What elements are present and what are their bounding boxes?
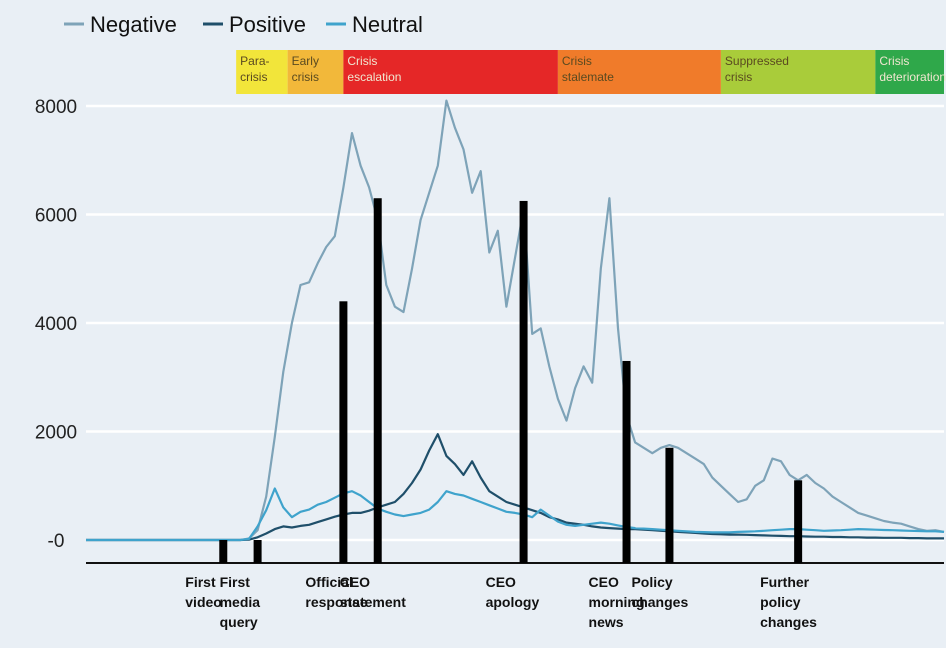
phase-label: escalation bbox=[347, 70, 401, 84]
phase-label: Crisis bbox=[879, 54, 909, 68]
legend-label: Neutral bbox=[352, 12, 423, 37]
phase-label: deterioration bbox=[879, 70, 946, 84]
event-bar bbox=[219, 540, 228, 563]
phase-band bbox=[236, 50, 288, 94]
event-label: CEO bbox=[486, 574, 516, 590]
series-line-negative bbox=[86, 99, 945, 542]
legend-label: Negative bbox=[90, 12, 177, 37]
phase-label: Crisis bbox=[562, 54, 592, 68]
y-tick-label: 6000 bbox=[35, 206, 77, 227]
phase-band bbox=[875, 50, 944, 94]
series-line-neutral bbox=[86, 487, 945, 542]
crisis-phase-bands: Para-crisis Early crisis Crisis escalation Cr… bbox=[236, 50, 946, 94]
event-bar bbox=[253, 540, 262, 563]
legend-label: Positive bbox=[229, 12, 306, 37]
series-line-positive bbox=[86, 433, 944, 542]
y-tick-label: 2000 bbox=[35, 423, 77, 444]
event-label: changes bbox=[760, 614, 817, 630]
series-lines bbox=[86, 99, 945, 542]
phase-label: Crisis bbox=[347, 54, 377, 68]
event-label: policy bbox=[760, 594, 801, 610]
gridlines bbox=[86, 104, 944, 564]
phase-label: Para- bbox=[240, 54, 269, 68]
event-label: video bbox=[185, 594, 222, 610]
event-label: morning bbox=[589, 594, 645, 610]
event-label: Further bbox=[760, 574, 810, 590]
phase-label: crisis bbox=[240, 70, 267, 84]
event-markers: FirstvideoFirstmediaqueryOfficialrespons… bbox=[185, 198, 817, 630]
phase-band bbox=[287, 50, 344, 94]
event-label: apology bbox=[486, 594, 540, 610]
y-tick-label: 4000 bbox=[35, 314, 77, 335]
event-label: CEO bbox=[340, 574, 370, 590]
event-bar bbox=[519, 200, 528, 563]
phase-band bbox=[720, 50, 876, 94]
phase-label: crisis bbox=[292, 70, 319, 84]
event-bar bbox=[339, 301, 348, 563]
event-bar bbox=[373, 198, 382, 563]
event-label: Official bbox=[305, 574, 352, 590]
event-label: First bbox=[220, 574, 251, 590]
event-label: First bbox=[185, 574, 216, 590]
y-tick-labels: -0 2000 4000 6000 8000 bbox=[35, 97, 77, 552]
event-label: response bbox=[305, 594, 367, 610]
phase-label: Suppressed bbox=[725, 54, 789, 68]
phase-label: stalemate bbox=[562, 70, 614, 84]
phase-label: crisis bbox=[725, 70, 752, 84]
y-tick-label: -0 bbox=[48, 531, 65, 552]
event-label: changes bbox=[631, 594, 688, 610]
event-label: statement bbox=[340, 594, 406, 610]
phase-label: Early bbox=[292, 54, 319, 68]
event-label: CEO bbox=[589, 574, 619, 590]
phase-band bbox=[343, 50, 558, 94]
event-label: media bbox=[220, 594, 261, 610]
event-bar bbox=[622, 360, 631, 563]
y-tick-label: 8000 bbox=[35, 97, 77, 118]
event-label: news bbox=[589, 614, 624, 630]
event-bar bbox=[665, 447, 674, 563]
event-label: query bbox=[220, 614, 258, 630]
event-bar bbox=[794, 480, 803, 563]
event-label: Policy bbox=[631, 574, 672, 590]
phase-band bbox=[557, 50, 721, 94]
legend: Negative Positive Neutral bbox=[64, 12, 423, 37]
